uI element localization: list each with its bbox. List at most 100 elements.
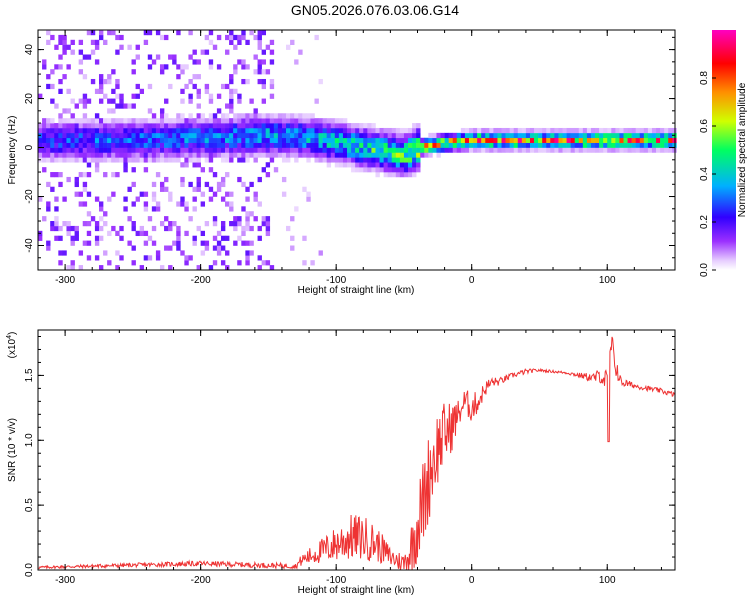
heatmap-cell bbox=[115, 133, 119, 138]
svg-text:(x104): (x104) bbox=[6, 332, 18, 359]
heatmap-cell bbox=[388, 162, 392, 167]
heatmap-cell bbox=[656, 143, 660, 148]
heatmap-cell bbox=[127, 118, 131, 123]
heatmap-cell bbox=[95, 167, 99, 172]
heatmap-cell bbox=[258, 152, 262, 157]
heatmap-cell bbox=[144, 118, 148, 123]
heatmap-cell bbox=[119, 236, 123, 241]
heatmap-cell bbox=[371, 157, 375, 162]
heatmap-cell bbox=[493, 148, 497, 153]
heatmap-cell bbox=[237, 260, 241, 265]
heatmap-cell bbox=[58, 118, 62, 123]
heatmap-cell bbox=[343, 128, 347, 133]
heatmap-cell bbox=[258, 30, 262, 35]
heatmap-cell bbox=[518, 128, 522, 133]
heatmap-cell bbox=[359, 157, 363, 162]
heatmap-cell bbox=[575, 143, 579, 148]
heatmap-cell bbox=[91, 148, 95, 153]
heatmap-cell bbox=[201, 50, 205, 55]
heatmap-cell bbox=[205, 123, 209, 128]
heatmap-cell bbox=[123, 148, 127, 153]
heatmap-cell bbox=[229, 157, 233, 162]
heatmap-cell bbox=[319, 118, 323, 123]
heatmap-cell bbox=[258, 133, 262, 138]
heatmap-cell bbox=[550, 128, 554, 133]
heatmap-cell bbox=[164, 157, 168, 162]
heatmap-cell bbox=[262, 143, 266, 148]
heatmap-cell bbox=[347, 148, 351, 153]
heatmap-cell bbox=[225, 133, 229, 138]
heatmap-cell bbox=[213, 123, 217, 128]
heatmap-cell bbox=[156, 206, 160, 211]
heatmap-cell bbox=[103, 148, 107, 153]
heatmap-cell bbox=[66, 133, 70, 138]
heatmap-cell bbox=[408, 152, 412, 157]
heatmap-cell bbox=[262, 50, 266, 55]
heatmap-cell bbox=[103, 157, 107, 162]
heatmap-cell bbox=[355, 143, 359, 148]
heatmap-cell bbox=[38, 236, 42, 241]
heatmap-cell bbox=[180, 143, 184, 148]
heatmap-cell bbox=[628, 143, 632, 148]
heatmap-cell bbox=[587, 138, 591, 143]
heatmap-cell bbox=[278, 148, 282, 153]
heatmap-cell bbox=[485, 148, 489, 153]
heatmap-cell bbox=[164, 133, 168, 138]
heatmap-cell bbox=[87, 99, 91, 104]
heatmap-cell bbox=[624, 128, 628, 133]
heatmap-cell bbox=[229, 148, 233, 153]
heatmap-cell bbox=[294, 152, 298, 157]
heatmap-cell bbox=[518, 143, 522, 148]
heatmap-cell bbox=[571, 138, 575, 143]
heatmap-cell bbox=[469, 128, 473, 133]
heatmap-cell bbox=[87, 143, 91, 148]
heatmap-cell bbox=[465, 133, 469, 138]
heatmap-cell bbox=[615, 128, 619, 133]
heatmap-cell bbox=[310, 260, 314, 265]
heatmap-cell bbox=[87, 231, 91, 236]
heatmap-cell bbox=[371, 167, 375, 172]
heatmap-cell bbox=[254, 216, 258, 221]
heatmap-cell bbox=[534, 143, 538, 148]
heatmap-cell bbox=[180, 133, 184, 138]
heatmap-cell bbox=[127, 148, 131, 153]
heatmap-cell bbox=[245, 221, 249, 226]
heatmap-cell bbox=[286, 143, 290, 148]
heatmap-cell bbox=[636, 128, 640, 133]
heatmap-cell bbox=[66, 118, 70, 123]
heatmap-cell bbox=[103, 40, 107, 45]
heatmap-cell bbox=[156, 250, 160, 255]
heatmap-cell bbox=[420, 138, 424, 143]
heatmap-cell bbox=[314, 128, 318, 133]
heatmap-cell bbox=[87, 157, 91, 162]
heatmap-cell bbox=[367, 143, 371, 148]
heatmap-cell bbox=[441, 133, 445, 138]
heatmap-cell bbox=[278, 118, 282, 123]
heatmap-cell bbox=[180, 162, 184, 167]
heatmap-cell bbox=[132, 123, 136, 128]
heatmap-cell bbox=[79, 69, 83, 74]
heatmap-cell bbox=[298, 128, 302, 133]
heatmap-cell bbox=[396, 162, 400, 167]
heatmap-cell bbox=[262, 99, 266, 104]
heatmap-cell bbox=[119, 138, 123, 143]
heatmap-cell bbox=[148, 84, 152, 89]
heatmap-cell bbox=[217, 128, 221, 133]
heatmap-cell bbox=[140, 231, 144, 236]
heatmap-cell bbox=[66, 221, 70, 226]
heatmap-cell bbox=[229, 30, 233, 35]
heatmap-cell bbox=[465, 138, 469, 143]
heatmap-cell bbox=[180, 197, 184, 202]
heatmap-cell bbox=[424, 138, 428, 143]
heatmap-cell bbox=[380, 148, 384, 153]
heatmap-cell bbox=[355, 157, 359, 162]
heatmap-cell bbox=[217, 152, 221, 157]
heatmap-cell bbox=[95, 40, 99, 45]
heatmap-cell bbox=[432, 133, 436, 138]
heatmap-cell bbox=[201, 128, 205, 133]
heatmap-cell bbox=[217, 133, 221, 138]
heatmap-cell bbox=[241, 231, 245, 236]
heatmap-cell bbox=[38, 138, 42, 143]
heatmap-cell bbox=[209, 148, 213, 153]
heatmap-cell bbox=[302, 148, 306, 153]
